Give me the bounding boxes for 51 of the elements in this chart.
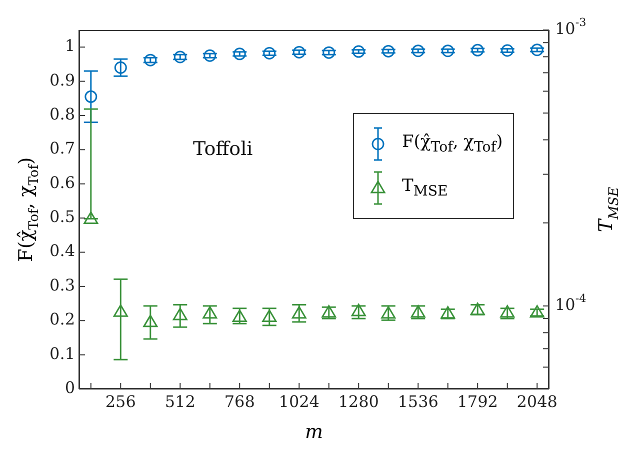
- y-tick-label: 0.3: [50, 276, 75, 295]
- point: [202, 306, 218, 319]
- y-tick-label: 0.2: [50, 310, 75, 329]
- point: [144, 54, 157, 66]
- point: [114, 61, 127, 74]
- point: [501, 44, 514, 57]
- x-tick-label: 1024: [278, 392, 320, 412]
- x-tick-label: 1792: [457, 392, 498, 412]
- point: [471, 44, 484, 56]
- y-tick-label: 1: [64, 36, 75, 56]
- point: [172, 308, 188, 320]
- point: [412, 44, 424, 58]
- point: [84, 212, 98, 224]
- x-tick-label: 256: [105, 392, 136, 412]
- y-tick-label: 0.6: [50, 173, 75, 192]
- point: [143, 314, 158, 328]
- y2-tick-label: 10$^{-4}$: [555, 292, 586, 314]
- point: [500, 305, 515, 318]
- point: [233, 48, 246, 60]
- y-tick-label: 0.9: [50, 70, 75, 90]
- point: [174, 50, 186, 64]
- y-tick-label: 0.7: [50, 138, 75, 158]
- y-tick-label: 0: [64, 378, 75, 398]
- legend-label: F(χ̂$_{Tof}$, χ$_{Tof}$): [402, 132, 503, 156]
- point: [262, 309, 277, 322]
- y-tick-label: 0.1: [50, 344, 75, 363]
- point: [113, 304, 128, 317]
- point: [442, 44, 454, 58]
- legend-label: T$_{MSE}$: [402, 176, 448, 200]
- annotation: Toffoli: [193, 138, 253, 160]
- y-tick-label: 0.4: [50, 241, 75, 260]
- point: [204, 49, 216, 62]
- y-tick-label: 0.5: [50, 207, 75, 226]
- point: [352, 45, 365, 58]
- x-tick-label: 768: [224, 392, 255, 412]
- point: [263, 47, 276, 60]
- y2-tick-label: 10$^{-3}$: [555, 16, 586, 38]
- point: [351, 304, 366, 316]
- point: [292, 306, 306, 319]
- x-axis-title: m: [304, 421, 324, 443]
- point: [322, 46, 336, 59]
- point: [292, 46, 306, 58]
- y-tick-label: 0.8: [50, 104, 75, 124]
- x-tick-label: 2048: [516, 392, 558, 412]
- point: [530, 44, 544, 56]
- x-tick-label: 1280: [338, 392, 379, 412]
- point: [382, 44, 395, 58]
- point: [530, 305, 544, 318]
- x-tick-label: 1536: [398, 392, 438, 412]
- point: [84, 90, 98, 103]
- x-tick-label: 512: [164, 392, 196, 412]
